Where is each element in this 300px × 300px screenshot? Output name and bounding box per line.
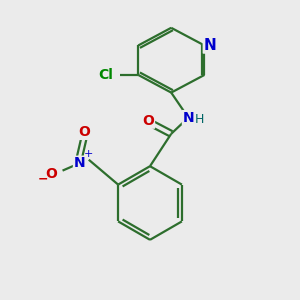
Text: N: N <box>182 111 194 124</box>
Text: O: O <box>142 114 154 128</box>
Text: +: + <box>83 149 93 159</box>
Text: N: N <box>203 38 216 53</box>
Text: H: H <box>195 112 204 126</box>
Text: N: N <box>74 156 85 170</box>
Text: O: O <box>78 125 90 139</box>
Text: −: − <box>38 172 48 185</box>
Text: Cl: Cl <box>98 68 113 82</box>
Text: O: O <box>45 167 57 181</box>
